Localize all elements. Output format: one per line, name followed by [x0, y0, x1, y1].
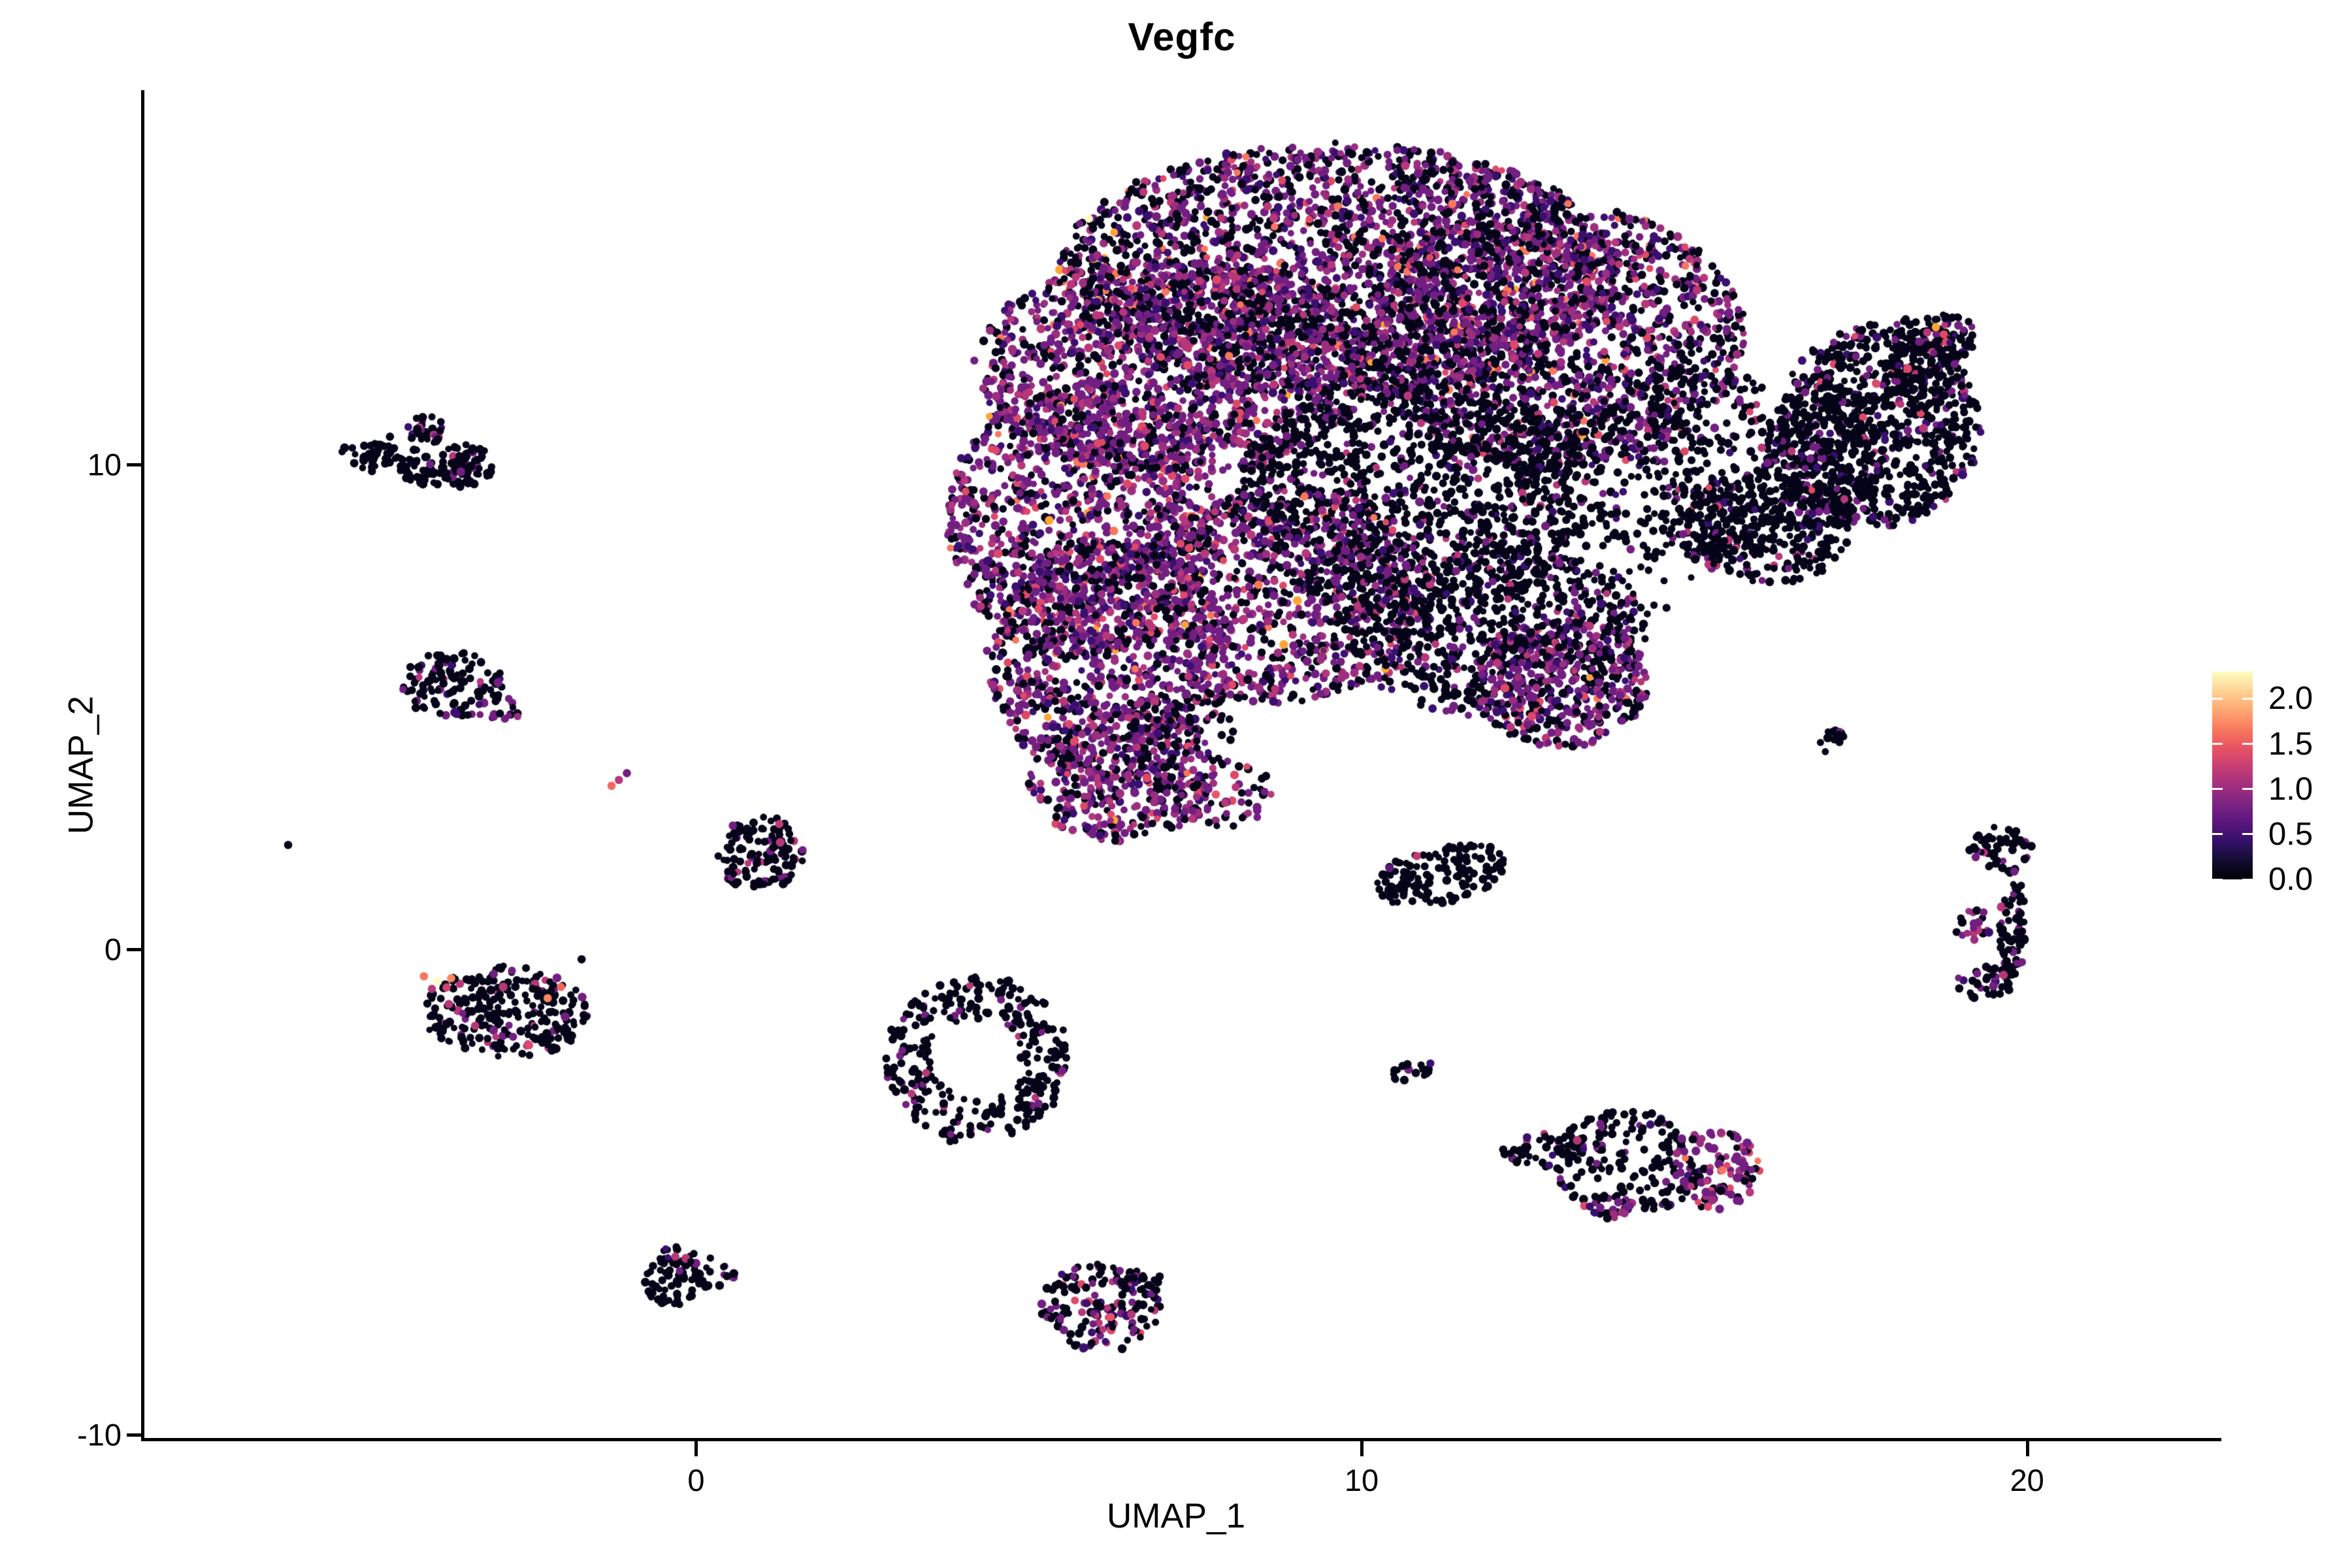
colorbar-tick-label: 0.0	[2268, 862, 2313, 897]
y-tick-label: 10	[87, 447, 122, 482]
colorbar-tick-mark	[2212, 788, 2223, 791]
y-tick-label: -10	[77, 1417, 122, 1452]
colorbar-tick-mark	[2242, 697, 2253, 700]
colorbar-tick-mark	[2212, 878, 2223, 881]
y-tick-mark	[127, 1433, 142, 1437]
colorbar-tick-label: 1.5	[2268, 726, 2313, 762]
colorbar-tick-mark	[2242, 788, 2253, 791]
colorbar-tick-mark	[2212, 697, 2223, 700]
x-tick-mark	[2025, 1441, 2029, 1456]
colorbar-tick-label: 0.5	[2268, 816, 2313, 852]
y-axis-title: UMAP_2	[61, 695, 101, 835]
colorbar-gradient	[2212, 672, 2253, 879]
colorbar-tick-mark	[2242, 743, 2253, 745]
y-tick-mark	[127, 463, 142, 467]
colorbar-tick-label: 1.0	[2268, 771, 2313, 807]
x-axis-line	[141, 1438, 2221, 1441]
y-tick-mark	[127, 948, 142, 952]
plot-title: Vegfc	[1128, 15, 1236, 59]
colorbar-tick-label: 2.0	[2268, 681, 2313, 717]
x-tick-label: 0	[687, 1463, 705, 1497]
colorbar-tick-mark	[2212, 833, 2223, 836]
colorbar-tick-mark	[2212, 743, 2223, 745]
colorbar-tick-mark	[2242, 878, 2253, 881]
x-tick-label: 20	[2010, 1463, 2044, 1497]
colorbar-tick-mark	[2242, 833, 2253, 836]
x-axis-title: UMAP_1	[1106, 1497, 1246, 1535]
x-tick-mark	[1360, 1441, 1364, 1456]
y-tick-label: 0	[104, 932, 122, 967]
x-tick-mark	[694, 1441, 698, 1456]
x-tick-label: 10	[1344, 1463, 1379, 1497]
y-axis-line	[141, 90, 144, 1441]
